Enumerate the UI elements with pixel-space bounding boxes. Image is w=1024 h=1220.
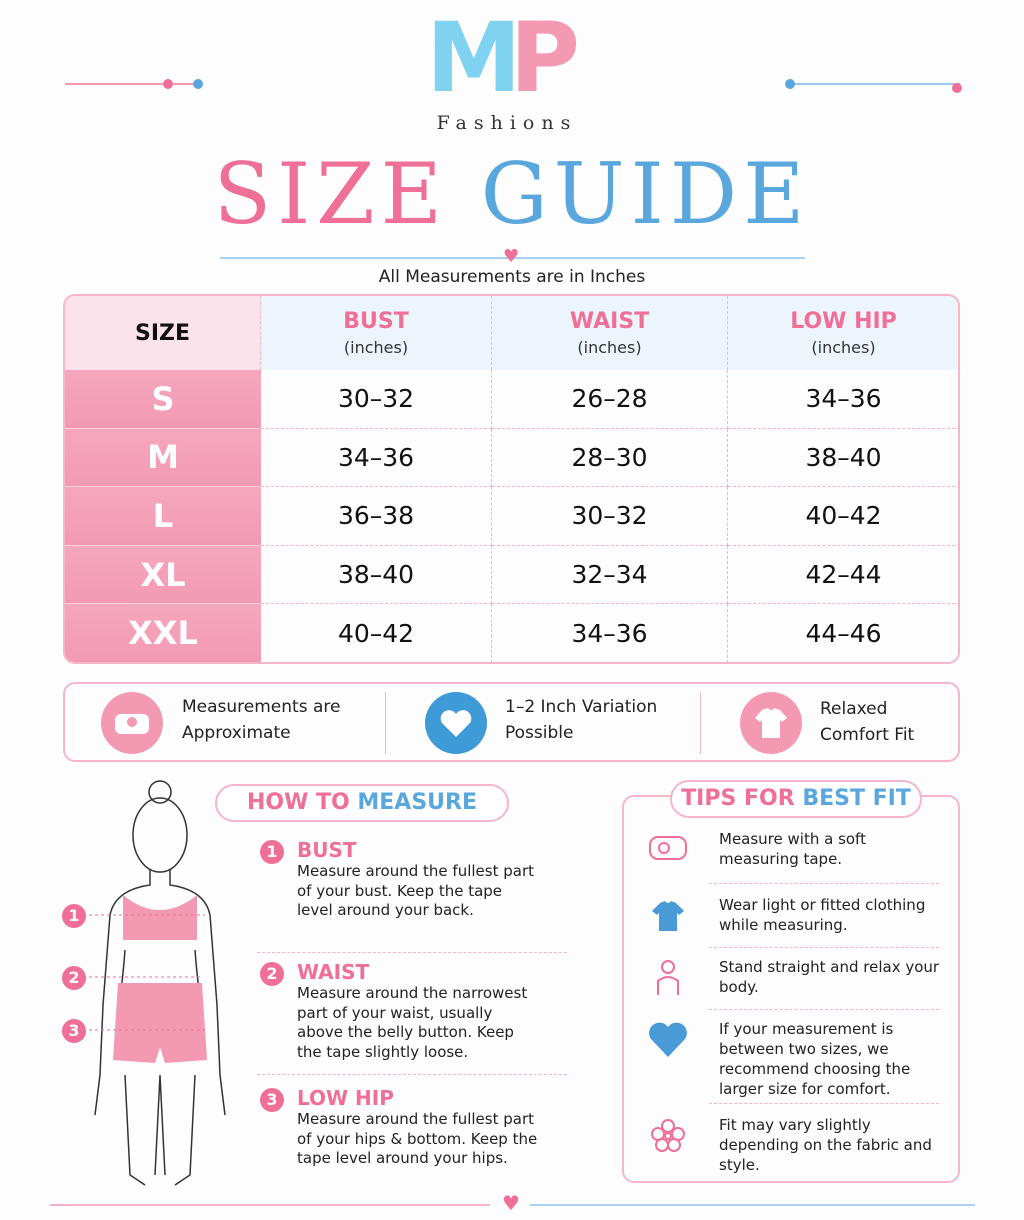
header-unit: (inches): [811, 338, 876, 357]
header-label: WAIST: [569, 309, 650, 334]
size-label: L: [65, 487, 261, 546]
tip-icon: [652, 901, 684, 931]
tip-icon: [649, 1022, 687, 1057]
tip-text: Stand straight and relax your body.: [719, 958, 940, 996]
deco-dot: [193, 79, 203, 89]
heart-icon: ♥: [503, 246, 520, 267]
logo-letter: M: [426, 2, 521, 114]
logo: MP: [412, 8, 582, 108]
heart-badge: [425, 692, 487, 754]
section-title: TIPS FOR BEST FIT: [670, 780, 922, 818]
size-value: 34–36: [261, 428, 492, 488]
tape-icon: [101, 692, 163, 754]
step-separator: [257, 1074, 567, 1075]
tips-box: Measure with a soft measuring tape. Wear …: [622, 795, 960, 1183]
deco-line: [790, 83, 960, 85]
deco-dot: [163, 79, 173, 89]
step-title: BUST: [297, 838, 357, 862]
size-value: 34–36: [492, 604, 728, 662]
note-sep: [385, 692, 386, 754]
note-sep: [700, 692, 701, 754]
tip-separator: [709, 947, 939, 948]
step-number: 3: [260, 1088, 284, 1112]
title-part: BEST FIT: [802, 786, 911, 811]
logo-letter: P: [509, 2, 580, 114]
size-value: 30–32: [261, 370, 492, 429]
step-text: Measure around the narrowest part of you…: [297, 984, 528, 1061]
tip-text: If your measurement is between two sizes…: [719, 1020, 911, 1098]
size-value: 44–46: [728, 604, 958, 662]
brand-name: Fashions: [436, 112, 578, 134]
header-cell: WAIST (inches): [492, 296, 728, 370]
step-separator: [257, 952, 567, 953]
size-value: 30–32: [492, 487, 728, 546]
divider: [50, 1204, 490, 1206]
heart-icon: ♥: [502, 1191, 520, 1215]
deco-dot: [952, 83, 962, 93]
tip-separator: [709, 1103, 939, 1104]
step-title: LOW HIP: [297, 1086, 394, 1110]
header-cell: BUST (inches): [261, 296, 492, 370]
note: Relaxed Comfort Fit: [820, 699, 915, 745]
shirt-icon: [740, 692, 802, 754]
step-number: 2: [260, 962, 284, 986]
tip-icon: [649, 836, 687, 860]
size-table: SIZE BUST (inches) WAIST (inches) LOW HIP (inc…: [63, 294, 960, 664]
size-value: 38–40: [261, 545, 492, 605]
section-title: HOW TO MEASURE: [215, 784, 509, 822]
header-cell: LOW HIP (inches): [728, 296, 958, 370]
divider: [530, 1204, 975, 1206]
figure-marker: 2: [62, 966, 86, 990]
deco-dot: [785, 79, 795, 89]
size-label: XL: [65, 545, 261, 605]
figure-marker: 3: [62, 1019, 86, 1043]
tip-separator: [709, 1009, 939, 1010]
size-value: 28–30: [492, 428, 728, 488]
size-value: 40–42: [728, 487, 958, 546]
size-label: XXL: [65, 604, 261, 662]
header-unit: (inches): [343, 338, 409, 357]
size-value: 34–36: [728, 370, 958, 429]
header-label: BUST: [343, 309, 409, 334]
tip-icon: [657, 960, 679, 995]
title-part: GUIDE: [480, 145, 811, 243]
step-title: WAIST: [297, 960, 370, 984]
size-label: M: [65, 428, 261, 488]
size-value: 42–44: [728, 546, 958, 605]
title: SIZE GUIDE: [0, 145, 1024, 243]
size-value: 32–34: [492, 545, 728, 605]
header-cell: SIZE: [65, 296, 261, 370]
header-label: LOW HIP: [790, 309, 897, 334]
deco-line: [65, 83, 195, 85]
body-figure: [83, 780, 226, 1186]
tip-text: Fit may vary slightly depending on the f…: [719, 1116, 932, 1174]
size-value: 26–28: [492, 370, 728, 429]
title-part: HOW TO: [246, 790, 350, 815]
tip-text: Measure with a soft measuring tape.: [719, 830, 866, 868]
title-part: TIPS FOR: [681, 786, 795, 811]
header-unit: (inches): [577, 338, 642, 357]
size-value: 38–40: [728, 429, 958, 488]
step-text: Measure around the fullest part of your …: [297, 862, 534, 919]
subtitle: All Measurements are in Inches: [378, 267, 646, 287]
title-part: SIZE: [213, 145, 448, 243]
tip-icon: [651, 1119, 685, 1152]
divider: [220, 257, 805, 259]
size-value: 36–38: [261, 487, 492, 546]
tip-separator: [709, 883, 939, 884]
step-number: 1: [260, 840, 284, 864]
step-text: Measure around the fullest part of your …: [297, 1110, 538, 1167]
title-part: MEASURE: [357, 790, 478, 815]
figure-marker: 1: [62, 904, 86, 928]
size-label: S: [65, 370, 261, 429]
header-label: SIZE: [134, 320, 190, 346]
size-value: 40–42: [261, 604, 492, 662]
tip-text: Wear light or fitted clothing while meas…: [719, 896, 926, 934]
note: Measurements are Approximate: [182, 697, 341, 743]
note: 1–2 Inch Variation Possible: [505, 697, 658, 743]
notes-bar: Measurements are Approximate 1–2 Inch Va…: [63, 682, 960, 762]
